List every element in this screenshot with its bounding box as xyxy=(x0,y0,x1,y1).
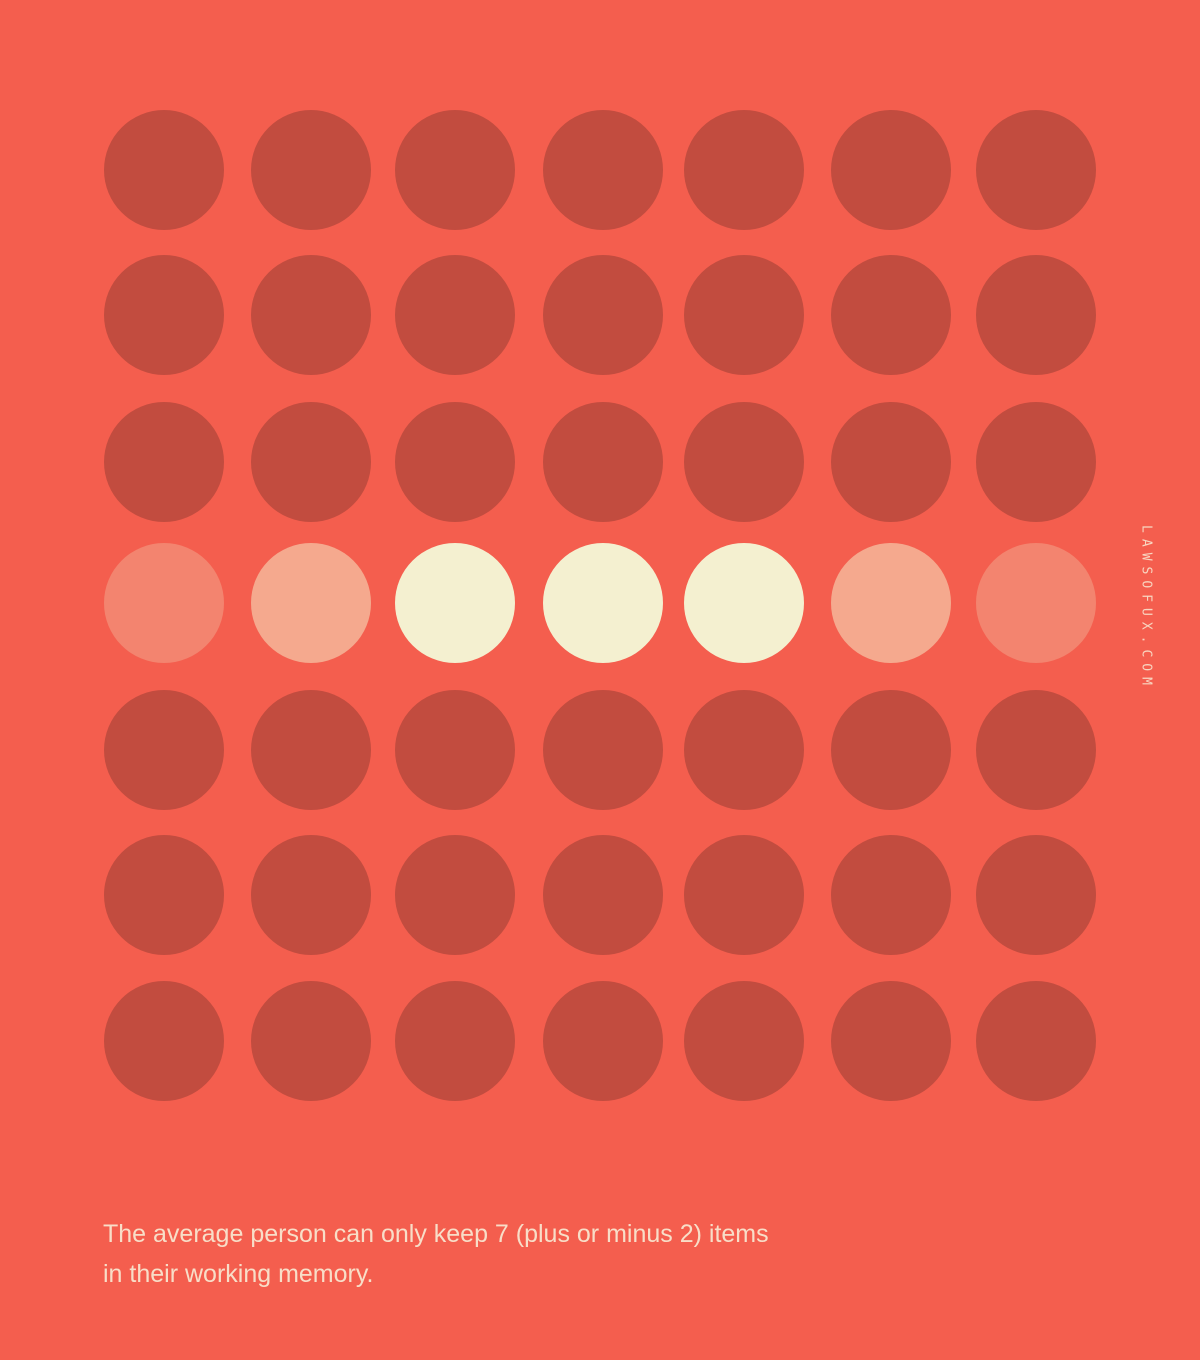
dot xyxy=(251,255,371,375)
dot xyxy=(684,402,804,522)
dot xyxy=(251,402,371,522)
dot xyxy=(395,690,515,810)
dot xyxy=(543,981,663,1101)
dot xyxy=(684,835,804,955)
dot xyxy=(684,981,804,1101)
site-label: LAWSOFUX.COM xyxy=(1138,525,1154,691)
dot xyxy=(976,110,1096,230)
dot xyxy=(831,402,951,522)
caption: The average person can only keep 7 (plus… xyxy=(103,1214,923,1294)
dot-highlight xyxy=(395,543,515,663)
dot xyxy=(684,110,804,230)
dot xyxy=(395,981,515,1101)
dot xyxy=(831,690,951,810)
dot xyxy=(976,255,1096,375)
caption-line-2: in their working memory. xyxy=(103,1260,374,1288)
dot-inner xyxy=(831,543,951,663)
dot xyxy=(395,110,515,230)
caption-line-1: The average person can only keep 7 (plus… xyxy=(103,1220,769,1248)
dot xyxy=(831,255,951,375)
dot xyxy=(543,402,663,522)
dot xyxy=(104,835,224,955)
dot xyxy=(251,110,371,230)
dot xyxy=(976,835,1096,955)
dot xyxy=(831,835,951,955)
dot-inner xyxy=(251,543,371,663)
dot xyxy=(104,255,224,375)
dot xyxy=(251,835,371,955)
dot xyxy=(251,690,371,810)
dot xyxy=(543,255,663,375)
dot xyxy=(684,255,804,375)
dot-outer xyxy=(104,543,224,663)
dot xyxy=(104,981,224,1101)
dot xyxy=(104,110,224,230)
dot xyxy=(684,690,804,810)
dot-highlight xyxy=(543,543,663,663)
dot xyxy=(543,835,663,955)
dot-outer xyxy=(976,543,1096,663)
dot xyxy=(831,110,951,230)
dot xyxy=(831,981,951,1101)
dot xyxy=(395,835,515,955)
dot xyxy=(976,690,1096,810)
dot xyxy=(395,402,515,522)
dot xyxy=(251,981,371,1101)
dot xyxy=(104,690,224,810)
dot xyxy=(976,981,1096,1101)
dot xyxy=(976,402,1096,522)
dot xyxy=(543,690,663,810)
dot xyxy=(104,402,224,522)
dot xyxy=(395,255,515,375)
dot xyxy=(543,110,663,230)
dot-highlight xyxy=(684,543,804,663)
